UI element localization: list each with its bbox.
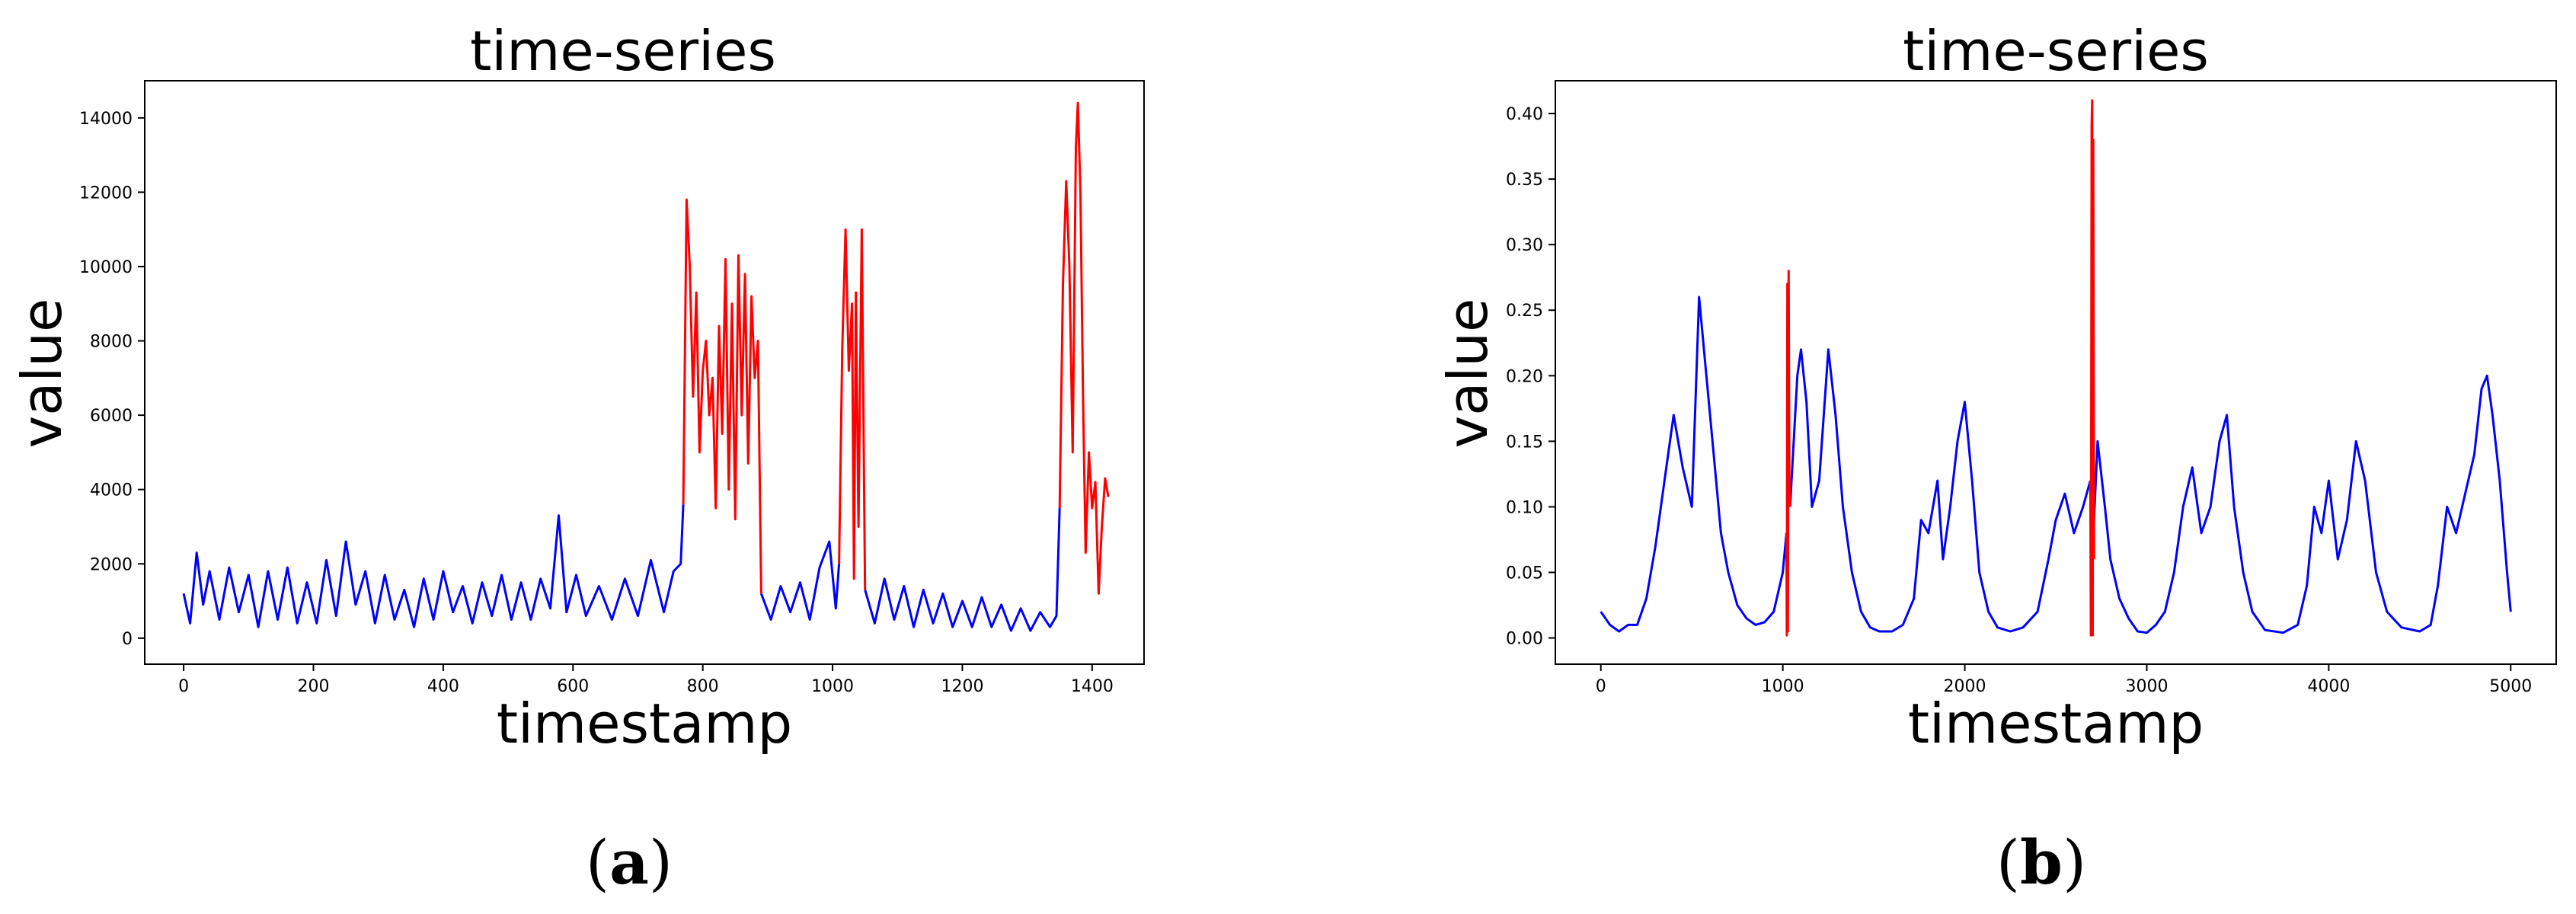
panel-a-ytick-label: 4000: [90, 481, 133, 500]
panel-a-ytick-label: 8000: [90, 333, 133, 352]
panel-a-ytick-label: 10000: [79, 258, 133, 277]
panel-b: time-series 0 1000 2000 3000 4000 5000 0.00 0.0…: [1436, 19, 2557, 898]
panel-a-plot: 0 200 400 600 800 1000 1200 1400020004000600080…: [79, 80, 1145, 696]
panel-a-ytick-label: 2000: [90, 555, 133, 574]
panel-b-xtick-label: 1000: [1762, 677, 1804, 696]
panel-a-series-anomaly-segment-1: [838, 228, 867, 590]
panel-a-xtick-label: 200: [298, 677, 330, 696]
panel-a-ylabel: value: [10, 299, 74, 449]
panel-b-ytick-label: 0.20: [1506, 367, 1543, 386]
panel-b-xtick-label: 5000: [2489, 677, 2532, 696]
panel-a-xtick-label: 1200: [941, 677, 983, 696]
panel-b-xtick-label: 3000: [2125, 677, 2168, 696]
panel-b-series-normal-segment-1: [1788, 348, 2092, 633]
panel-a: time-series 0 200 400 600 800 1000 1200 1400020…: [10, 19, 1145, 898]
panel-a-xlabel: timestamp: [497, 692, 792, 756]
panel-a-series-anomaly-segment-2: [1058, 101, 1110, 595]
panel-b-plot: 0 1000 2000 3000 4000 5000 0.00 0.05 0.10 0.15 0.2…: [1506, 80, 2557, 696]
panel-a-xtick-label: 1000: [811, 677, 854, 696]
panel-a-xtick-label: 800: [687, 677, 719, 696]
panel-b-xtick-label: 2000: [1944, 677, 1986, 696]
panel-a-xtick-label: 0: [178, 677, 189, 696]
panel-b-series-anomaly-segment-0: [1785, 270, 1791, 637]
panel-b-series-normal-segment-0: [1600, 296, 1788, 633]
panel-a-series-anomaly-segment-0: [682, 198, 762, 594]
panel-a-series-normal-segment-0: [182, 504, 685, 628]
panel-a-caption: (a): [586, 826, 673, 898]
panel-b-xlabel: timestamp: [1908, 692, 2204, 756]
panel-b-series-anomaly-segment-1: [2089, 99, 2095, 637]
panel-a-xtick-label: 600: [557, 677, 589, 696]
panel-b-ytick-label: 0.40: [1506, 105, 1543, 124]
panel-a-axes-frame: [144, 80, 1145, 665]
panel-b-xtick-label: 0: [1596, 677, 1606, 696]
panel-b-ytick-label: 0.05: [1506, 564, 1543, 583]
panel-b-title: time-series: [1903, 19, 2209, 83]
panel-a-series-normal-segment-1: [759, 540, 841, 621]
panel-a-ytick-label: 6000: [90, 407, 133, 426]
panel-b-axes-frame: [1555, 80, 2557, 665]
panel-b-caption: (b): [1996, 826, 2086, 898]
panel-b-ylabel: value: [1436, 299, 1500, 449]
panel-a-xtick-label: 1400: [1071, 677, 1114, 696]
panel-b-ytick-label: 0.30: [1506, 236, 1543, 255]
panel-b-ytick-label: 0.25: [1506, 302, 1543, 321]
panel-a-ytick-label: 14000: [79, 110, 133, 129]
panel-b-ytick-label: 0.35: [1506, 171, 1543, 190]
panel-b-series-normal-segment-2: [2091, 374, 2512, 634]
panel-a-xtick-label: 400: [427, 677, 459, 696]
panel-a-ytick-label: 0: [122, 630, 133, 649]
panel-a-series-normal-segment-2: [864, 508, 1061, 632]
panel-a-ytick-label: 12000: [79, 184, 133, 203]
panel-b-ytick-label: 0.10: [1506, 498, 1543, 517]
panel-b-ytick-label: 0.00: [1506, 630, 1543, 649]
panel-a-title: time-series: [470, 19, 776, 83]
panel-b-ytick-label: 0.15: [1506, 433, 1543, 452]
panel-b-xtick-label: 4000: [2307, 677, 2350, 696]
